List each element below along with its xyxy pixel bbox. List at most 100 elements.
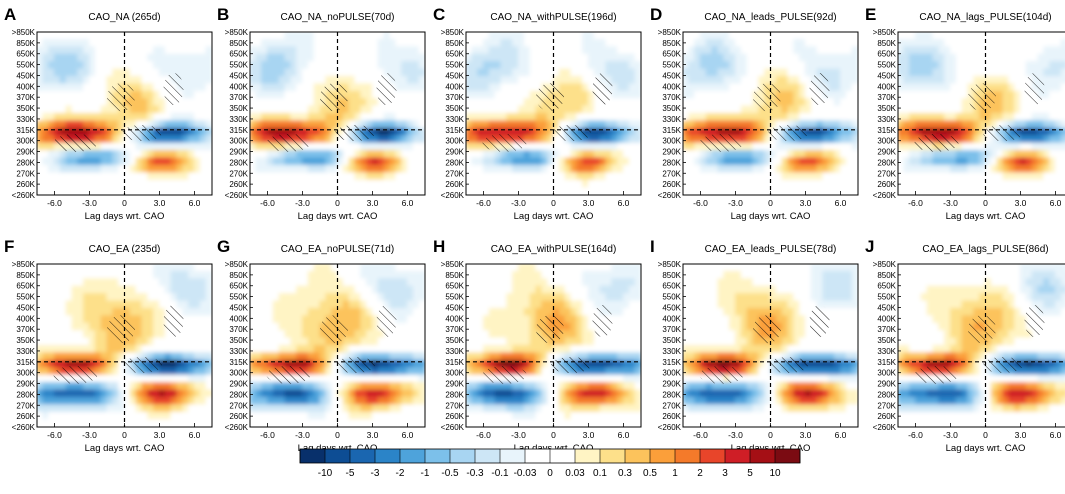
heatmap-cell bbox=[331, 38, 338, 48]
heatmap-cell bbox=[377, 337, 385, 346]
y-tick-label: 270K bbox=[662, 169, 681, 178]
heatmap-cell bbox=[628, 157, 636, 166]
significance-hatching bbox=[592, 73, 613, 106]
heatmap-cell bbox=[89, 157, 96, 166]
heatmap-cell bbox=[342, 164, 350, 174]
heatmap-cell bbox=[746, 75, 754, 85]
heatmap-cell bbox=[89, 61, 96, 70]
heatmap-cell bbox=[570, 105, 578, 114]
heatmap-cell bbox=[735, 53, 742, 63]
y-tick-label: 330K bbox=[662, 115, 681, 124]
heatmap-cell bbox=[1020, 135, 1027, 144]
heatmap-cell bbox=[961, 61, 969, 70]
heatmap-cell bbox=[135, 404, 143, 413]
heatmap-cell bbox=[205, 83, 212, 92]
heatmap-cell bbox=[159, 396, 166, 406]
heatmap-cell bbox=[37, 285, 44, 295]
heatmap-cell bbox=[582, 46, 589, 55]
heatmap-cell bbox=[1037, 98, 1045, 107]
heatmap-cell bbox=[634, 75, 641, 85]
heatmap-cell bbox=[717, 75, 725, 85]
heatmap-cell bbox=[176, 113, 184, 122]
heatmap-cell bbox=[700, 150, 707, 159]
heatmap-cell bbox=[89, 120, 96, 129]
heatmap-cell bbox=[705, 172, 713, 181]
heatmap-cell bbox=[94, 157, 102, 166]
heatmap-cell bbox=[990, 83, 998, 92]
heatmap-cell bbox=[623, 61, 630, 70]
heatmap-cell bbox=[851, 61, 858, 70]
heatmap-cell bbox=[950, 164, 957, 174]
heatmap-cell bbox=[205, 396, 212, 406]
heatmap-cell bbox=[124, 352, 131, 361]
heatmap-cell bbox=[412, 374, 420, 384]
heatmap-cell bbox=[372, 293, 379, 302]
heatmap-cell bbox=[342, 75, 350, 85]
heatmap-cell bbox=[337, 307, 344, 317]
heatmap-cell bbox=[979, 32, 986, 40]
heatmap-cell bbox=[278, 157, 286, 166]
heatmap-cell bbox=[700, 127, 707, 137]
heatmap-cell bbox=[412, 322, 420, 332]
heatmap-cell bbox=[267, 150, 274, 159]
heatmap-cell bbox=[313, 293, 321, 302]
heatmap-cell bbox=[1008, 38, 1016, 48]
heatmap-cell bbox=[466, 157, 473, 166]
heatmap-cell bbox=[570, 38, 578, 48]
heatmap-cell bbox=[735, 164, 742, 174]
heatmap-cell bbox=[337, 120, 344, 129]
heatmap-cell bbox=[366, 105, 373, 114]
heatmap-cell bbox=[383, 419, 391, 427]
heatmap-cell bbox=[100, 270, 108, 280]
heatmap-cell bbox=[250, 367, 257, 376]
heatmap-cell bbox=[267, 68, 274, 77]
heatmap-cell bbox=[284, 172, 292, 181]
heatmap-cell bbox=[903, 90, 911, 100]
heatmap-cell bbox=[541, 150, 549, 159]
heatmap-cell bbox=[547, 53, 554, 63]
heatmap-cell bbox=[395, 150, 403, 159]
heatmap-cell bbox=[915, 164, 922, 174]
heatmap-cell bbox=[746, 53, 754, 63]
heatmap-cell bbox=[83, 187, 90, 195]
heatmap-cell bbox=[250, 374, 257, 384]
heatmap-cell bbox=[383, 382, 391, 391]
heatmap-cell bbox=[337, 337, 344, 346]
heatmap-cell bbox=[973, 38, 981, 48]
heatmap-cell bbox=[48, 330, 55, 339]
heatmap-cell bbox=[740, 83, 748, 92]
heatmap-cell bbox=[182, 135, 190, 144]
heatmap-cell bbox=[477, 164, 484, 174]
y-tick-label: 280K bbox=[662, 158, 681, 167]
heatmap-cell bbox=[302, 61, 309, 70]
heatmap-cell bbox=[37, 315, 44, 324]
heatmap-cell bbox=[372, 322, 379, 332]
heatmap-cell bbox=[337, 187, 344, 195]
heatmap-cell bbox=[37, 389, 44, 398]
heatmap-cell bbox=[290, 120, 298, 129]
heatmap-cell bbox=[623, 120, 630, 129]
heatmap-cell bbox=[89, 98, 96, 107]
heatmap-cell bbox=[354, 120, 362, 129]
heatmap-cell bbox=[418, 98, 425, 107]
heatmap-cell bbox=[599, 120, 607, 129]
heatmap-cell bbox=[59, 382, 67, 391]
heatmap-cell bbox=[296, 157, 303, 166]
heatmap-cell bbox=[683, 157, 690, 166]
heatmap-cell bbox=[775, 32, 783, 40]
heatmap-cell bbox=[898, 38, 905, 48]
y-tick-label: 370K bbox=[229, 93, 248, 102]
heatmap-cell bbox=[1002, 113, 1010, 122]
heatmap-cell bbox=[331, 150, 338, 159]
heatmap-cell bbox=[307, 285, 315, 295]
heatmap-cell bbox=[389, 105, 397, 114]
heatmap-cell bbox=[42, 179, 50, 189]
heatmap-cell bbox=[141, 389, 149, 398]
heatmap-cell bbox=[1049, 179, 1056, 189]
heatmap-cell bbox=[466, 68, 473, 77]
heatmap-cell bbox=[83, 322, 90, 332]
heatmap-cell bbox=[278, 187, 286, 195]
heatmap-cell bbox=[42, 46, 50, 55]
heatmap-cell bbox=[729, 68, 736, 77]
heatmap-cell bbox=[205, 345, 212, 354]
